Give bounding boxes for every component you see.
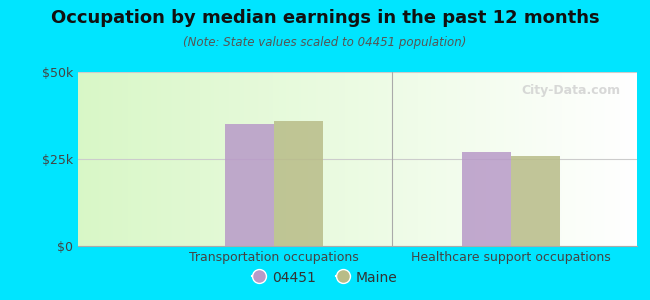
Text: (Note: State values scaled to 04451 population): (Note: State values scaled to 04451 popu… (183, 36, 467, 49)
Bar (274, 121, 322, 246)
Bar (511, 155, 560, 246)
Bar (225, 124, 274, 246)
Legend: 04451, Maine: 04451, Maine (247, 265, 403, 290)
Text: City-Data.com: City-Data.com (521, 84, 620, 97)
Bar (462, 152, 512, 246)
Text: Occupation by median earnings in the past 12 months: Occupation by median earnings in the pas… (51, 9, 599, 27)
